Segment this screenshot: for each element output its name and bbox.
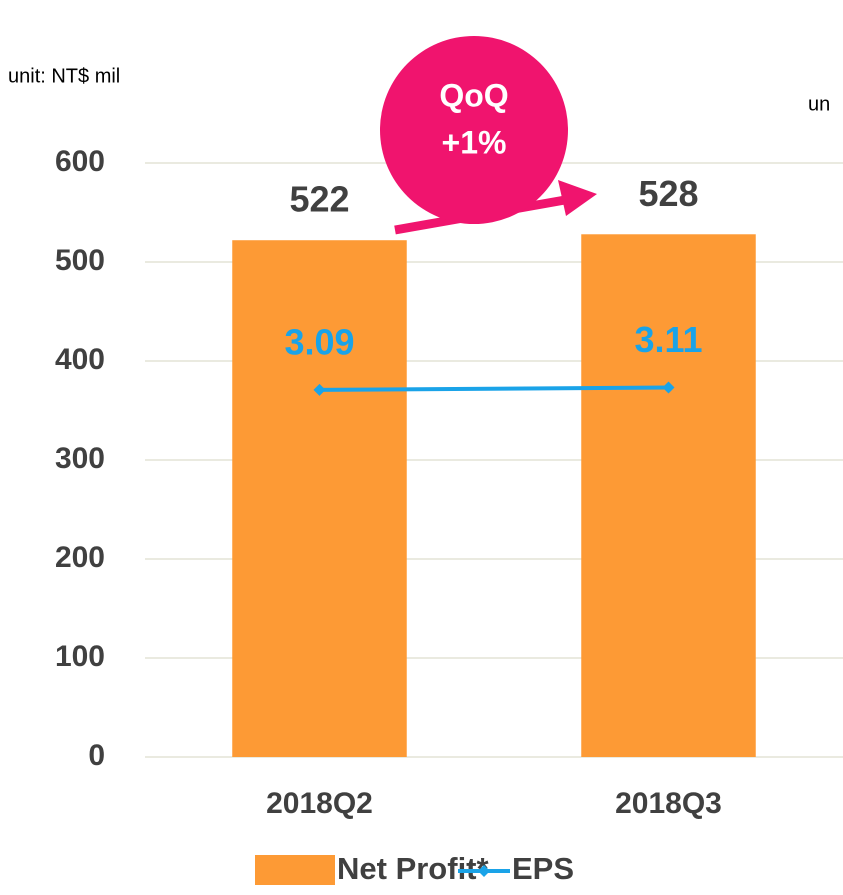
data-label: 3.11 (634, 319, 702, 360)
x-tick-label: 2018Q3 (615, 787, 722, 820)
y-tick-label: 0 (88, 739, 105, 772)
line-marker (662, 381, 675, 394)
legend-swatch (255, 855, 335, 885)
y-tick-label: 600 (55, 145, 105, 178)
arrow-head (558, 180, 597, 216)
annotation-bubble (380, 36, 568, 224)
y-tick-label: 400 (55, 343, 105, 376)
line (319, 385, 669, 392)
y-tick-label: 100 (55, 640, 105, 673)
y-tick-label: 500 (55, 244, 105, 277)
data-label: 528 (638, 173, 698, 214)
data-label: 522 (289, 179, 349, 220)
legend-marker (478, 865, 490, 877)
data-label: 3.09 (284, 321, 354, 362)
y-tick-label: 200 (55, 541, 105, 574)
bar (581, 234, 756, 757)
y-tick-label: 300 (55, 442, 105, 475)
bar (232, 240, 407, 758)
x-tick-label: 2018Q2 (266, 787, 373, 820)
legend-label: EPS (512, 851, 574, 886)
unit-label: unit: NT$ mil (8, 65, 120, 87)
legend-label: Net Profit* (337, 851, 490, 886)
line-marker (313, 383, 326, 396)
annotation-text: +1% (442, 124, 507, 160)
cut-unit-label: un (808, 93, 830, 115)
annotation-text: QoQ (439, 77, 508, 113)
